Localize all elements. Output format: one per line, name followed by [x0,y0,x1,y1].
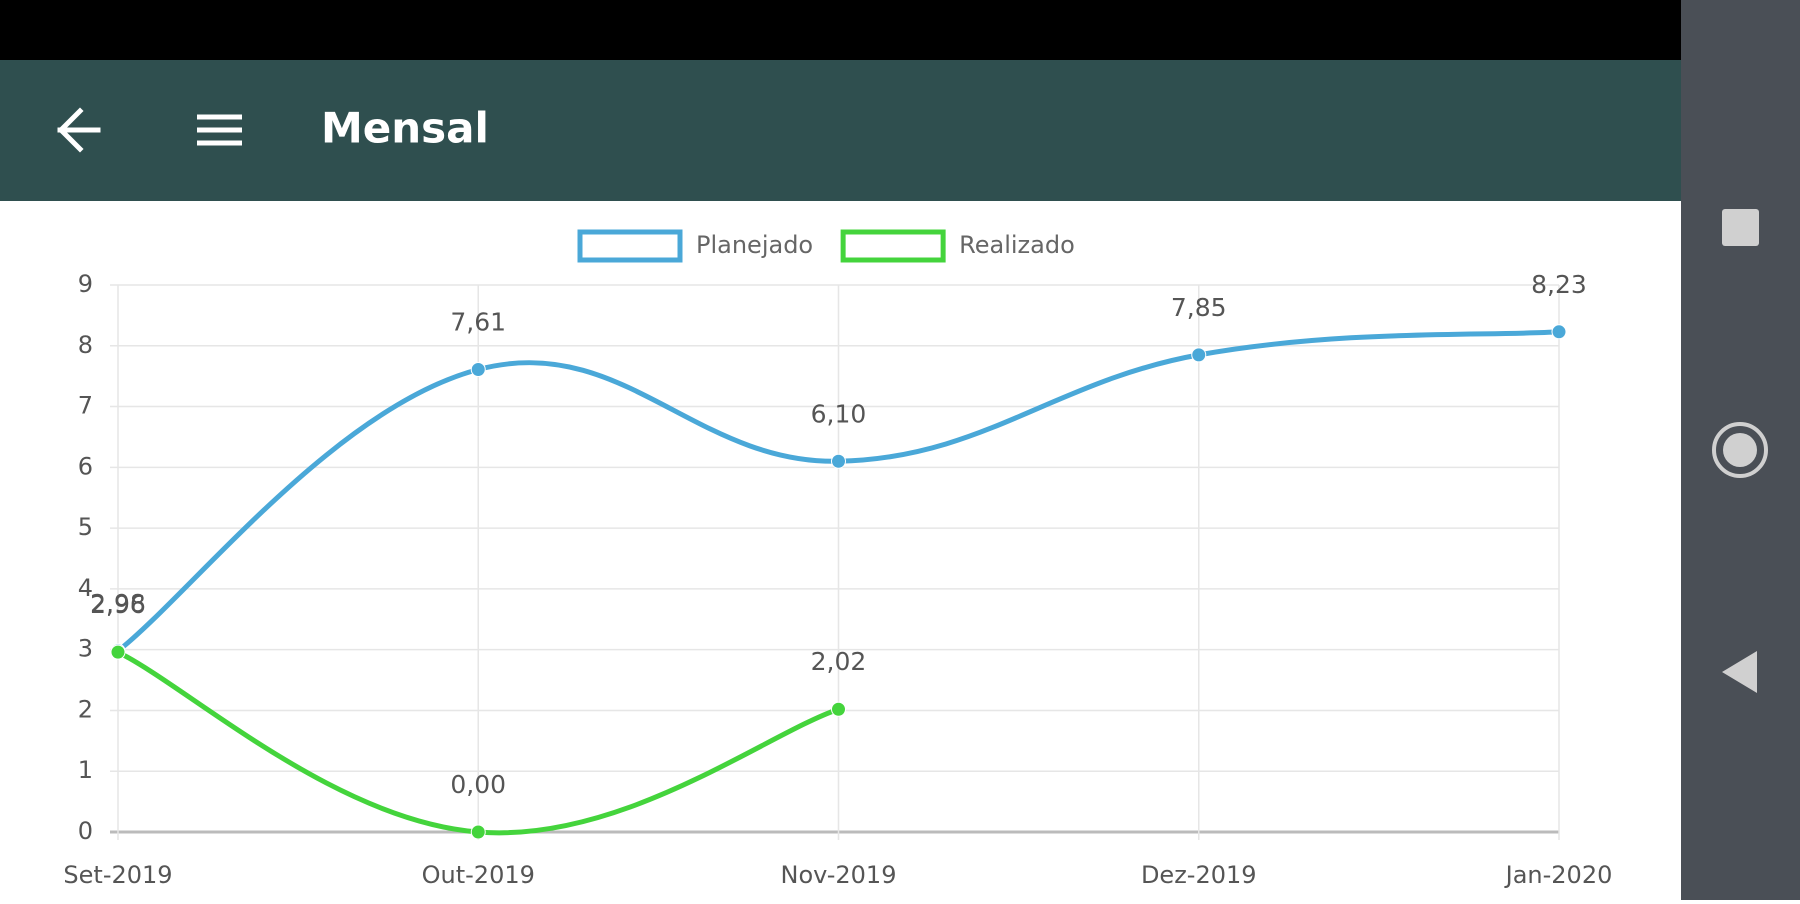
x-tick-label: Jan-2020 [1504,861,1613,889]
y-tick-label: 3 [78,635,93,663]
legend-swatch [577,229,683,263]
home-button[interactable] [1712,422,1768,478]
y-tick-label: 5 [78,513,93,541]
x-tick-label: Set-2019 [63,861,172,889]
back-nav-button[interactable] [1722,651,1757,693]
back-button[interactable] [57,107,101,153]
data-point [831,701,846,717]
recents-button[interactable] [1722,209,1759,246]
series-line [116,329,1560,653]
data-label: 0,00 [450,770,506,799]
menu-button[interactable] [197,114,242,146]
data-label: 2,96 [90,590,146,619]
app-title: Mensal [321,104,489,153]
y-tick-label: 7 [78,392,93,420]
data-label: 8,23 [1531,270,1587,299]
y-tick-label: 0 [78,817,93,845]
chart: 0 1 2 3 4 5 6 7 8 9 Set-2019 Out-2019 Nov-2019 Dez-20… [63,229,1613,889]
x-tick-label: Dez-2019 [1141,861,1257,889]
legend-swatch [840,229,946,263]
status-bar [0,0,1681,60]
data-point [1551,324,1567,340]
data-point [1191,347,1207,363]
data-label: 2,98 [90,589,146,618]
data-label: 6,10 [811,399,867,428]
data-label: 7,85 [1171,293,1227,322]
data-point [831,453,846,469]
y-tick-label: 8 [78,331,93,359]
y-tick-label: 2 [78,695,93,723]
y-tick-label: 6 [78,452,93,480]
y-tick-label: 4 [78,574,93,602]
x-tick-label: Out-2019 [422,861,535,889]
legend-label: Realizado [959,231,1075,259]
legend-label: Planejado [696,231,813,259]
data-point [470,824,486,840]
y-tick-label: 1 [78,756,93,784]
x-tick-label: Nov-2019 [781,861,897,889]
data-point [110,644,126,660]
y-tick-label: 9 [78,270,93,298]
data-point [470,361,486,377]
data-label: 7,61 [450,307,506,336]
app-bar [0,60,1681,201]
data-label: 2,02 [811,647,867,676]
